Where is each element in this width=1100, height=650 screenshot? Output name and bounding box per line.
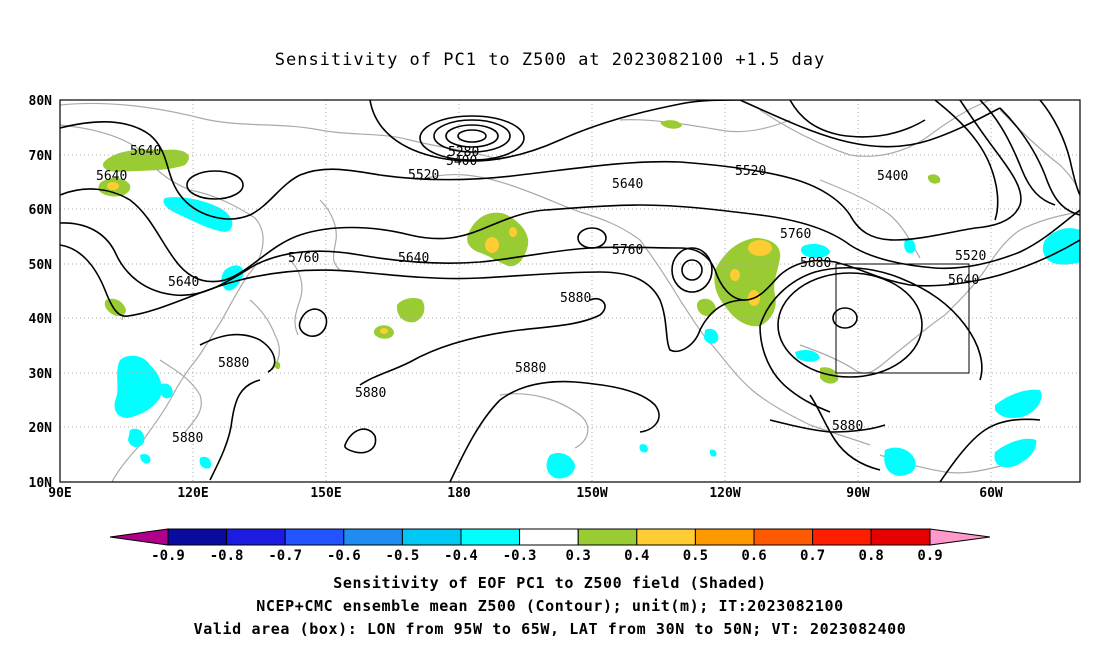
- lon-label: 90E: [48, 486, 71, 501]
- footer-line-3: Valid area (box): LON from 95W to 65W, L…: [193, 620, 907, 638]
- colorbar-tick: -0.8: [210, 548, 244, 564]
- contour-label: 5880: [355, 386, 386, 401]
- contour-label: 5640: [96, 169, 127, 184]
- colorbar-tick: 0.3: [566, 548, 591, 564]
- map-title: Sensitivity of PC1 to Z500 at 2023082100…: [274, 50, 826, 70]
- z500-contours: [60, 100, 1080, 482]
- colorbar-tick: 0.7: [800, 548, 825, 564]
- coastlines: [60, 100, 1080, 482]
- lon-label: 120W: [709, 486, 740, 501]
- contour-label: 5520: [408, 168, 439, 183]
- footer-line-2: NCEP+CMC ensemble mean Z500 (Contour); u…: [256, 597, 844, 615]
- colorbar-segment: [284, 528, 345, 546]
- colorbar-segment: [812, 528, 872, 546]
- footer-line-1: Sensitivity of EOF PC1 to Z500 field (Sh…: [333, 574, 767, 592]
- contour-label: 5880: [800, 256, 831, 271]
- colorbar-tick: 0.5: [683, 548, 708, 564]
- contour-label: 5880: [832, 419, 863, 434]
- colorbar-tick: 0.9: [917, 548, 942, 564]
- contour-label: 5520: [955, 249, 986, 264]
- colorbar-tick: -0.4: [444, 548, 478, 564]
- contour-label: 5640: [948, 273, 979, 288]
- map-frame: [59, 99, 1081, 483]
- contour-label: 5400: [446, 154, 477, 169]
- contour-label: 5400: [877, 169, 908, 184]
- lat-label: 50N: [29, 258, 53, 273]
- colorbar: -0.9 -0.8 -0.7 -0.6 -0.5 -0.4 -0.3 0.3 0…: [109, 528, 991, 564]
- lat-label: 70N: [29, 149, 53, 164]
- colorbar-segment: [870, 528, 931, 546]
- lon-label: 60W: [979, 486, 1003, 501]
- latitude-labels: 80N 70N 60N 50N 40N 30N 20N 10N: [29, 94, 53, 491]
- contour-label: 5880: [515, 361, 546, 376]
- contour-label: 5640: [612, 177, 643, 192]
- contour-label: 5640: [130, 144, 161, 159]
- contour-label: 5520: [735, 164, 766, 179]
- colorbar-segment: [167, 528, 228, 546]
- lat-label: 60N: [29, 203, 53, 218]
- colorbar-tick: -0.9: [151, 548, 185, 564]
- colorbar-tick: -0.7: [268, 548, 302, 564]
- contour-label: 5760: [612, 243, 643, 258]
- colorbar-segment: [460, 528, 521, 546]
- colorbar-segment: [636, 528, 696, 546]
- contour-label: 5880: [560, 291, 591, 306]
- lon-label: 150E: [310, 486, 341, 501]
- colorbar-tick: -0.5: [386, 548, 420, 564]
- lat-label: 40N: [29, 312, 53, 327]
- colorbar-tick: 0.8: [859, 548, 884, 564]
- valid-area-box: [835, 263, 970, 374]
- colorbar-right-arrow: [929, 528, 991, 546]
- lon-label: 120E: [177, 486, 208, 501]
- contour-label: 5760: [288, 251, 319, 266]
- contour-label: 5880: [218, 356, 249, 371]
- lon-label: 180: [447, 486, 471, 501]
- contour-labels: 5640 5640 5280 5400 5520 5640 5520 5400 …: [96, 144, 986, 446]
- colorbar-left-arrow: [109, 528, 169, 546]
- colorbar-segment: [753, 528, 814, 546]
- lat-label: 10N: [29, 476, 53, 491]
- contour-label: 5760: [780, 227, 811, 242]
- longitude-labels: 90E 120E 150E 180 150W 120W 90W 60W: [48, 486, 1003, 501]
- colorbar-tick: 0.6: [741, 548, 766, 564]
- lat-label: 20N: [29, 421, 53, 436]
- lon-label: 150W: [576, 486, 607, 501]
- colorbar-segment: [694, 528, 755, 546]
- contour-label: 5640: [168, 275, 199, 290]
- colorbar-segment: [226, 528, 286, 546]
- contour-label: 5280: [448, 145, 479, 160]
- colorbar-tick: 0.4: [624, 548, 649, 564]
- lon-label: 90W: [846, 486, 870, 501]
- colorbar-segment: [519, 528, 579, 546]
- colorbar-segment: [401, 528, 462, 546]
- contour-label: 5880: [172, 431, 203, 446]
- colorbar-segment: [577, 528, 638, 546]
- colorbar-segment: [343, 528, 403, 546]
- colorbar-tick: -0.3: [503, 548, 537, 564]
- colorbar-tick: -0.6: [327, 548, 361, 564]
- contour-label: 5640: [398, 251, 429, 266]
- lat-label: 30N: [29, 367, 53, 382]
- lat-label: 80N: [29, 94, 53, 109]
